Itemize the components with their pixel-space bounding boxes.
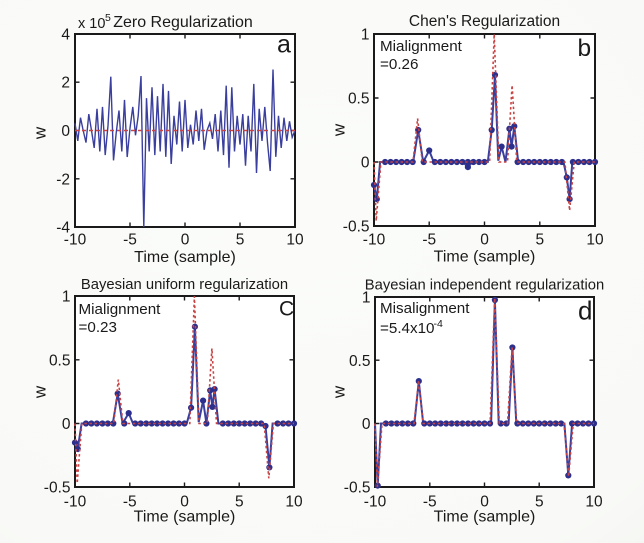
svg-text:0: 0 <box>361 155 370 172</box>
svg-text:C: C <box>279 298 294 321</box>
svg-text:1: 1 <box>361 27 370 44</box>
svg-text:w: w <box>31 126 50 140</box>
svg-text:-0.5: -0.5 <box>44 480 71 497</box>
svg-text:10: 10 <box>586 232 604 249</box>
svg-text:10: 10 <box>585 494 603 511</box>
svg-text:0: 0 <box>62 416 71 433</box>
svg-text:-5: -5 <box>422 232 436 249</box>
svg-text:-10: -10 <box>64 232 87 249</box>
svg-text:1: 1 <box>362 290 371 307</box>
svg-text:-10: -10 <box>364 494 387 511</box>
svg-text:Time (sample): Time (sample) <box>434 509 536 526</box>
svg-text:w: w <box>31 385 50 399</box>
svg-text:b: b <box>578 35 592 62</box>
svg-text:=0.26: =0.26 <box>380 56 418 73</box>
svg-text:5: 5 <box>235 494 244 511</box>
svg-text:10: 10 <box>286 232 304 249</box>
svg-text:0.5: 0.5 <box>348 91 370 108</box>
svg-text:5: 5 <box>236 232 245 249</box>
svg-text:2: 2 <box>61 75 70 92</box>
svg-text:-5: -5 <box>123 232 137 249</box>
svg-text:5: 5 <box>535 494 544 511</box>
svg-text:Time (sample): Time (sample) <box>134 249 236 266</box>
svg-text:Misalignment: Misalignment <box>380 300 470 317</box>
svg-text:w: w <box>330 385 349 399</box>
svg-text:-10: -10 <box>64 494 87 511</box>
svg-text:Time (sample): Time (sample) <box>434 249 536 266</box>
svg-text:d: d <box>578 296 592 326</box>
svg-text:Mialignment: Mialignment <box>79 301 162 318</box>
svg-text:-4: -4 <box>56 220 70 237</box>
svg-text:Time (sample): Time (sample) <box>134 509 236 526</box>
svg-text:0: 0 <box>480 232 489 249</box>
svg-text:-2: -2 <box>56 171 70 188</box>
svg-text:Mialignment: Mialignment <box>380 38 463 55</box>
svg-text:0: 0 <box>61 123 70 140</box>
svg-text:0: 0 <box>362 416 371 433</box>
svg-text:5: 5 <box>535 232 544 249</box>
svg-text:4: 4 <box>61 27 70 44</box>
svg-text:Bayesian independent regulariz: Bayesian independent regularization <box>365 278 604 294</box>
svg-text:-5: -5 <box>123 494 137 511</box>
svg-text:0.5: 0.5 <box>349 353 371 370</box>
svg-text:0: 0 <box>180 494 189 511</box>
svg-text:-10: -10 <box>363 232 386 249</box>
svg-text:0.5: 0.5 <box>49 353 71 370</box>
svg-text:10: 10 <box>285 494 303 511</box>
svg-text:=0.23: =0.23 <box>79 319 117 336</box>
svg-text:w: w <box>330 123 349 137</box>
svg-text:5: 5 <box>105 12 111 24</box>
svg-text:-4: -4 <box>434 318 443 330</box>
svg-text:0: 0 <box>480 494 489 511</box>
svg-text:Bayesian uniform regularizatio: Bayesian uniform regularization <box>81 277 288 293</box>
svg-text:0: 0 <box>181 232 190 249</box>
svg-text:Chen's Regularization: Chen's Regularization <box>409 13 560 30</box>
svg-text:1: 1 <box>62 289 71 306</box>
svg-text:-0.5: -0.5 <box>344 480 371 497</box>
svg-text:=5.4x10: =5.4x10 <box>380 320 434 337</box>
svg-text:-0.5: -0.5 <box>343 219 370 236</box>
svg-text:-5: -5 <box>423 494 437 511</box>
svg-text:a: a <box>277 31 291 59</box>
svg-text:x 10: x 10 <box>78 16 105 32</box>
svg-text:Zero Regularization: Zero Regularization <box>113 14 253 31</box>
